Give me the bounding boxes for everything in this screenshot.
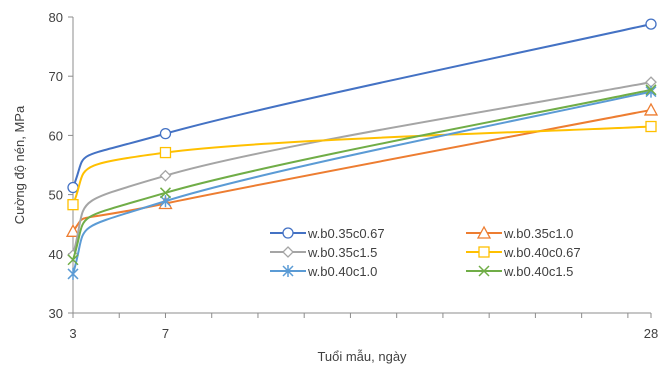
legend-marker: [478, 246, 490, 258]
data-point: [645, 84, 657, 96]
y-tick-label: 70: [49, 69, 63, 84]
series-w.b0.35c1.5: [67, 76, 657, 261]
data-point: [645, 85, 657, 98]
legend-item: w.b0.35c0.67: [270, 226, 385, 241]
data-point: [67, 181, 79, 194]
legend: w.b0.35c0.67 w.b0.35c1.0 w.b0.35c1.5 w.b0.4…: [270, 225, 581, 279]
legend-item: w.b0.35c1.0: [466, 225, 573, 241]
x-tick-label: 28: [644, 326, 658, 341]
data-point: [645, 18, 657, 30]
data-point: [67, 199, 79, 211]
data-point: [67, 267, 79, 280]
legend-item: w.b0.35c1.5: [270, 245, 377, 260]
y-tick-label: 80: [49, 10, 63, 25]
data-point: [159, 187, 172, 199]
legend-marker: [476, 225, 492, 239]
data-point: [159, 169, 172, 182]
y-tick-label: 40: [49, 247, 63, 262]
series-line: [72, 125, 652, 206]
series-w.b0.40c0.67: [67, 120, 657, 211]
legend-item: w.b0.40c1.0: [270, 264, 377, 279]
data-point: [65, 223, 81, 237]
legend-marker: [282, 246, 294, 258]
series-line: [72, 23, 652, 188]
series-w.b0.35c1.0: [65, 102, 659, 237]
data-point: [159, 195, 172, 208]
series-w.b0.35c0.67: [67, 18, 657, 194]
x-axis-ticks: 3 7 28: [69, 313, 658, 341]
legend-label: w.b0.40c0.67: [503, 245, 581, 260]
y-tick-label: 30: [49, 306, 63, 321]
series-line: [72, 88, 652, 261]
x-tick-label: 7: [162, 326, 169, 341]
legend-label: w.b0.35c1.0: [503, 226, 573, 241]
legend-label: w.b0.35c1.5: [307, 245, 377, 260]
legend-marker: [282, 227, 294, 239]
legend-label: w.b0.40c1.5: [503, 264, 573, 279]
data-point: [67, 254, 79, 266]
legend-marker: [478, 265, 490, 277]
x-axis-label: Tuổi mẫu, ngày: [317, 349, 407, 364]
series-layer: [65, 18, 659, 280]
data-point: [159, 127, 172, 140]
x-tick-label: 3: [69, 326, 76, 341]
series-w.b0.40c1.5: [67, 84, 657, 266]
y-axis-ticks: 30 40 50 60 70 80: [49, 10, 73, 321]
data-point: [159, 146, 172, 159]
data-point: [645, 120, 657, 133]
y-tick-label: 60: [49, 128, 63, 143]
legend-item: w.b0.40c0.67: [466, 245, 581, 260]
series-line: [72, 81, 652, 256]
legend-label: w.b0.35c0.67: [307, 226, 385, 241]
y-tick-label: 50: [49, 188, 63, 203]
series-line: [72, 90, 652, 275]
legend-label: w.b0.40c1.0: [307, 264, 377, 279]
data-point: [643, 102, 659, 116]
legend-item: w.b0.40c1.5: [466, 264, 573, 279]
plot-area: [72, 17, 651, 314]
y-axis-label: Cường độ nén, MPa: [12, 105, 27, 224]
legend-marker: [282, 265, 294, 277]
series-line: [72, 108, 652, 232]
series-w.b0.40c1.0: [67, 85, 657, 280]
